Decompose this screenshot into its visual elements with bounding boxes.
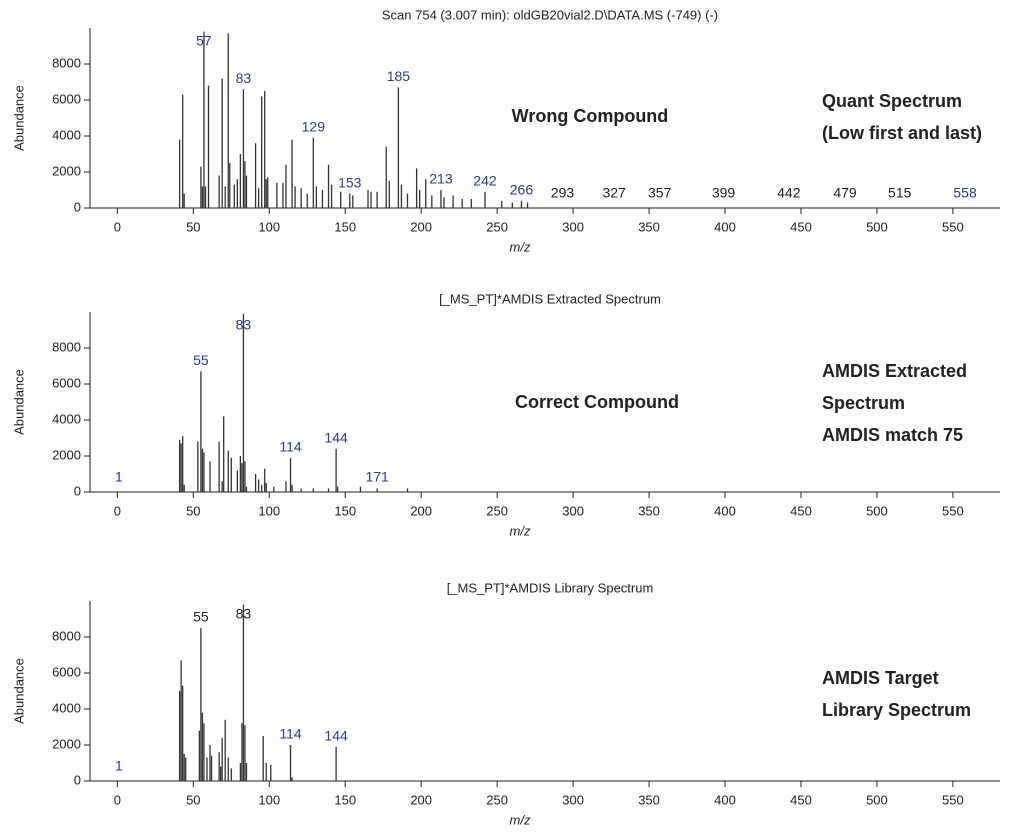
x-tick-label: 550 [942,503,964,518]
x-axis-label: m/z [510,239,531,254]
x-tick-label: 300 [562,503,584,518]
x-tick-label: 300 [562,792,584,807]
side-note: AMDIS Target [822,668,939,688]
peak-label: 57 [196,33,212,49]
y-tick-label: 8000 [52,628,81,643]
x-tick-label: 350 [638,792,660,807]
peak-label: 144 [324,430,348,446]
y-tick-label: 2000 [52,736,81,751]
peak-label: 479 [833,185,857,201]
y-axis-label: Abundance [11,85,26,151]
x-axis-label: m/z [510,523,531,538]
y-tick-label: 8000 [52,339,81,354]
side-note: AMDIS match 75 [822,425,963,445]
x-tick-label: 250 [486,792,508,807]
y-tick-label: 4000 [52,127,81,142]
x-tick-label: 250 [486,219,508,234]
x-tick-label: 250 [486,503,508,518]
peak-label: 213 [429,171,453,187]
y-tick-label: 4000 [52,700,81,715]
x-tick-label: 0 [114,503,121,518]
x-tick-label: 500 [866,792,888,807]
peak-label: 558 [953,185,977,201]
x-tick-label: 500 [866,219,888,234]
peak-label: 399 [712,185,736,201]
chart-title: [_MS_PT]*AMDIS Extracted Spectrum [439,291,661,306]
peak-label: 357 [648,185,672,201]
peak-label: 114 [279,726,302,742]
y-axis-label: Abundance [11,369,26,435]
x-tick-label: 200 [410,219,432,234]
x-tick-label: 450 [790,219,812,234]
peak-label: 129 [302,119,326,135]
x-tick-label: 400 [714,219,736,234]
peak-label: 144 [324,728,348,744]
y-tick-label: 0 [74,772,81,787]
y-tick-label: 6000 [52,664,81,679]
annotation: Correct Compound [515,392,679,412]
y-tick-label: 6000 [52,91,81,106]
y-tick-label: 0 [74,199,81,214]
peak-label: 83 [236,70,252,86]
side-note: AMDIS Extracted [822,361,967,381]
x-tick-label: 100 [258,219,280,234]
x-tick-label: 200 [410,503,432,518]
peak-label: 293 [551,185,575,201]
x-tick-label: 100 [258,503,280,518]
peak-label: 515 [888,185,912,201]
x-tick-label: 300 [562,219,584,234]
peak-label: 114 [279,439,302,455]
peak-label: 83 [236,317,252,333]
x-tick-label: 0 [114,792,121,807]
peak-label: 1 [115,758,123,774]
y-tick-label: 2000 [52,163,81,178]
side-note: Library Spectrum [822,700,971,720]
side-note: Quant Spectrum [822,91,962,111]
x-tick-label: 200 [410,792,432,807]
x-axis-label: m/z [510,812,531,827]
x-tick-label: 400 [714,792,736,807]
x-tick-label: 450 [790,792,812,807]
y-tick-label: 2000 [52,447,81,462]
x-tick-label: 500 [866,503,888,518]
side-note: Spectrum [822,393,905,413]
peak-label: 153 [338,174,362,190]
x-tick-label: 400 [714,503,736,518]
peak-label: 242 [473,173,497,189]
x-tick-label: 450 [790,503,812,518]
peak-label: 171 [365,469,389,485]
y-tick-label: 8000 [52,55,81,70]
side-note: (Low first and last) [822,123,982,143]
x-tick-label: 550 [942,792,964,807]
x-tick-label: 350 [638,219,660,234]
x-tick-label: 50 [186,503,200,518]
x-tick-label: 50 [186,219,200,234]
peak-label: 83 [236,606,252,622]
y-tick-label: 4000 [52,411,81,426]
peak-label: 55 [193,352,209,368]
x-tick-label: 550 [942,219,964,234]
annotation: Wrong Compound [512,106,669,126]
chart-title: Scan 754 (3.007 min): oldGB20vial2.D\DAT… [382,7,718,22]
peak-label: 442 [777,185,801,201]
peak-label: 55 [193,609,209,625]
peak-label: 185 [387,68,411,84]
peak-label: 266 [510,182,534,198]
peak-label: 1 [115,469,123,485]
peak-label: 327 [602,185,626,201]
x-tick-label: 150 [334,792,356,807]
x-tick-label: 50 [186,792,200,807]
x-tick-label: 150 [334,219,356,234]
x-tick-label: 150 [334,503,356,518]
y-axis-label: Abundance [11,658,26,724]
x-tick-label: 350 [638,503,660,518]
x-tick-label: 100 [258,792,280,807]
y-tick-label: 6000 [52,375,81,390]
x-tick-label: 0 [114,219,121,234]
chart-title: [_MS_PT]*AMDIS Library Spectrum [447,580,654,595]
y-tick-label: 0 [74,483,81,498]
